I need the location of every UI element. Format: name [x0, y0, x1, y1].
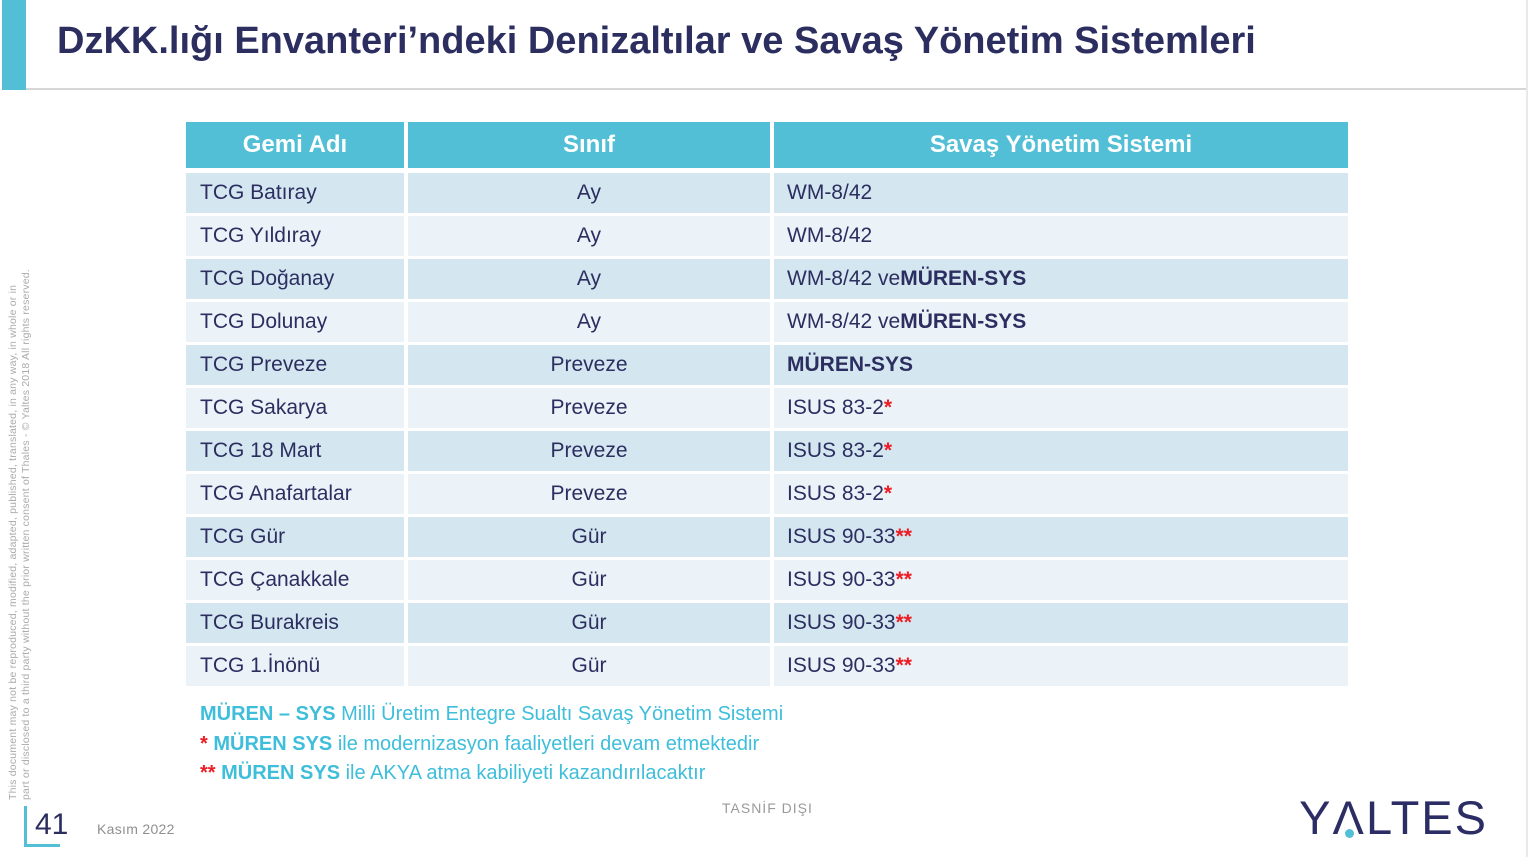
page-number-badge: 41	[24, 806, 68, 847]
yaltes-logo: YΛ LTES	[1299, 790, 1488, 845]
ship-class-cell: Preveze	[408, 474, 770, 514]
copyright-line-2: part or disclosed to a third party witho…	[20, 269, 32, 800]
cms-cell: ISUS 90-33 **	[774, 603, 1348, 643]
ship-class-cell: Ay	[408, 173, 770, 213]
cms-cell: ISUS 83-2 *	[774, 474, 1348, 514]
footnote-text: ile AKYA atma kabiliyeti kazandırılacakt…	[340, 762, 706, 784]
ship-name-cell: TCG Yıldıray	[186, 216, 404, 256]
ship-class-cell: Gür	[408, 646, 770, 686]
cms-text: ISUS 90-33	[787, 611, 896, 634]
cms-cell: ISUS 90-33 **	[774, 517, 1348, 557]
asterisk-mark: **	[895, 654, 912, 677]
page-number: 41	[35, 808, 69, 841]
footnotes: MÜREN – SYS Milli Üretim Entegre Sualtı …	[200, 700, 783, 789]
cms-text: ISUS 83-2	[787, 439, 884, 462]
ship-name-cell: TCG Burakreis	[186, 603, 404, 643]
asterisk-mark: *	[883, 439, 893, 462]
logo-letter-a: Λ	[1332, 791, 1366, 844]
cms-text: WM-8/42	[787, 224, 873, 247]
column-header-1: Gemi Adı	[186, 122, 404, 168]
ship-name-cell: TCG 18 Mart	[186, 431, 404, 471]
logo-text-post: LTES	[1365, 791, 1488, 844]
cms-text: WM-8/42 ve	[787, 310, 901, 333]
asterisk-mark: *	[883, 482, 893, 505]
cms-text: ISUS 90-33	[787, 525, 896, 548]
asterisk-mark: **	[895, 568, 912, 591]
asterisk-mark: **	[895, 525, 912, 548]
footnote-text: MÜREN SYS	[207, 732, 333, 755]
cms-cell: ISUS 90-33 **	[774, 646, 1348, 686]
cms-text: MÜREN-SYS	[900, 310, 1027, 333]
column-header-3: Savaş Yönetim Sistemi	[774, 122, 1348, 168]
footnote-text: ile modernizasyon faaliyetleri devam etm…	[332, 732, 760, 755]
ship-class-cell: Gür	[408, 517, 770, 557]
cms-cell: ISUS 83-2 *	[774, 388, 1348, 428]
ship-class-cell: Gür	[408, 603, 770, 643]
asterisk-mark: *	[883, 396, 893, 419]
cms-text: ISUS 90-33	[787, 654, 896, 677]
ship-name-cell: TCG Çanakkale	[186, 560, 404, 600]
copyright-sidebar: This document may not be reproduced, mod…	[7, 100, 33, 800]
ship-class-cell: Ay	[408, 302, 770, 342]
ship-name-cell: TCG Dolunay	[186, 302, 404, 342]
ship-name-cell: TCG Sakarya	[186, 388, 404, 428]
cms-text: WM-8/42 ve	[787, 267, 901, 290]
ship-class-cell: Preveze	[408, 345, 770, 385]
asterisk-mark: *	[200, 732, 208, 755]
footnote-line-3: ** MÜREN SYS ile AKYA atma kabiliyeti ka…	[200, 759, 783, 789]
footnote-text: MÜREN SYS	[215, 762, 341, 784]
ship-class-cell: Gür	[408, 560, 770, 600]
ship-name-cell: TCG Preveze	[186, 345, 404, 385]
ship-name-cell: TCG Batıray	[186, 173, 404, 213]
ship-name-cell: TCG Gür	[186, 517, 404, 557]
ships-table: Gemi Adı Sınıf Savaş Yönetim Sistemi TCG Ba…	[186, 122, 1348, 686]
cms-text: ISUS 83-2	[787, 482, 884, 505]
copyright-line-1: This document may not be reproduced, mod…	[7, 284, 19, 800]
footer-date: Kasım 2022	[97, 821, 175, 837]
ship-name-cell: TCG Anafartalar	[186, 474, 404, 514]
ship-name-cell: TCG Doğanay	[186, 259, 404, 299]
cms-text: WM-8/42	[787, 181, 873, 204]
ship-class-cell: Ay	[408, 216, 770, 256]
cms-cell: MÜREN-SYS	[774, 345, 1348, 385]
column-header-2: Sınıf	[408, 122, 770, 168]
cms-cell: WM-8/42 ve MÜREN-SYS	[774, 302, 1348, 342]
cms-cell: ISUS 83-2 *	[774, 431, 1348, 471]
footnote-text: MÜREN – SYS	[200, 703, 336, 725]
asterisk-mark: **	[200, 762, 216, 784]
ship-class-cell: Preveze	[408, 388, 770, 428]
cms-text: ISUS 90-33	[787, 568, 896, 591]
cms-text: ISUS 83-2	[787, 396, 884, 419]
classification-label: TASNİF DIŞI	[722, 800, 813, 816]
title-divider	[26, 88, 1526, 90]
cms-text: MÜREN-SYS	[900, 267, 1027, 290]
cms-text: MÜREN-SYS	[787, 353, 914, 376]
footnote-line-1: MÜREN – SYS Milli Üretim Entegre Sualtı …	[200, 700, 783, 730]
logo-dot-icon	[1344, 829, 1354, 838]
logo-text-pre: Y	[1299, 791, 1333, 844]
cms-cell: WM-8/42 ve MÜREN-SYS	[774, 259, 1348, 299]
ship-class-cell: Ay	[408, 259, 770, 299]
footnote-text: Milli Üretim Entegre Sualtı Savaş Yöneti…	[335, 703, 784, 725]
accent-bar	[2, 0, 26, 90]
cms-cell: WM-8/42	[774, 173, 1348, 213]
footnote-line-2: * MÜREN SYS ile modernizasyon faaliyetle…	[200, 730, 783, 760]
cms-cell: WM-8/42	[774, 216, 1348, 256]
page-title: DzKK.lığı Envanteri’ndeki Denizaltılar v…	[57, 20, 1256, 62]
cms-cell: ISUS 90-33 **	[774, 560, 1348, 600]
asterisk-mark: **	[895, 611, 912, 634]
ship-name-cell: TCG 1.İnönü	[186, 646, 404, 686]
ship-class-cell: Preveze	[408, 431, 770, 471]
